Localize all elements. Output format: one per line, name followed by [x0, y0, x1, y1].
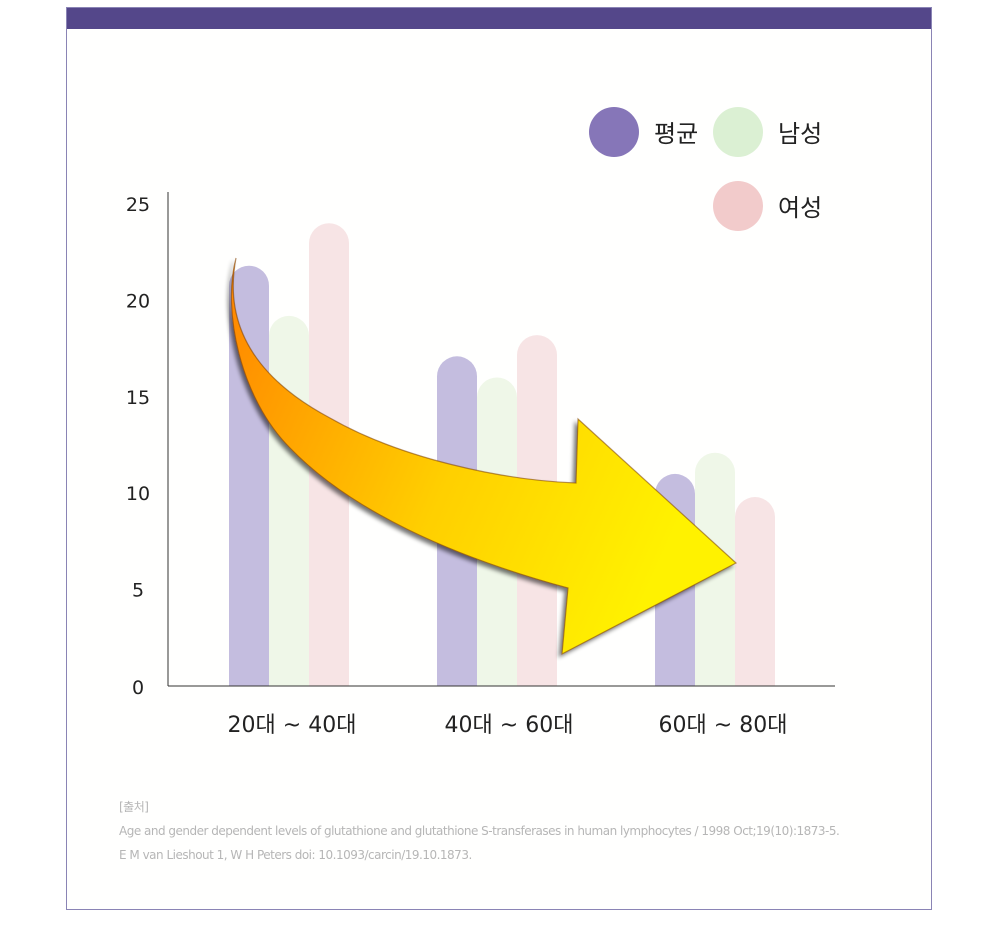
- source-heading: [출처]: [119, 800, 149, 814]
- category-label-2: 60대 ~ 80대: [659, 713, 788, 738]
- trend-arrow-icon: [230, 257, 738, 656]
- source-citation: [출처] Age and gender dependent levels of …: [119, 795, 879, 867]
- y-tick-10: 10: [126, 483, 150, 505]
- y-tick-15: 15: [126, 387, 150, 409]
- bar-0-1: [269, 315, 309, 686]
- y-tick-25: 25: [126, 194, 150, 216]
- legend-swatch-0: [589, 107, 639, 157]
- y-tick-5: 5: [132, 580, 144, 602]
- source-line-1: Age and gender dependent levels of gluta…: [119, 824, 840, 838]
- legend-swatch-1: [713, 107, 763, 157]
- legend-label-1: 남성: [778, 120, 822, 148]
- y-tick-20: 20: [126, 290, 150, 312]
- legend-swatch-2: [713, 181, 763, 231]
- legend-label-2: 여성: [778, 194, 822, 222]
- category-label-0: 20대 ~ 40대: [228, 713, 357, 738]
- category-label-1: 40대 ~ 60대: [445, 713, 574, 738]
- y-tick-0: 0: [132, 677, 144, 699]
- source-line-2: E M van Lieshout 1, W H Peters doi: 10.1…: [119, 848, 472, 862]
- legend-label-0: 평균: [654, 120, 698, 148]
- header-bar: [67, 8, 931, 29]
- bar-2-2: [735, 497, 775, 686]
